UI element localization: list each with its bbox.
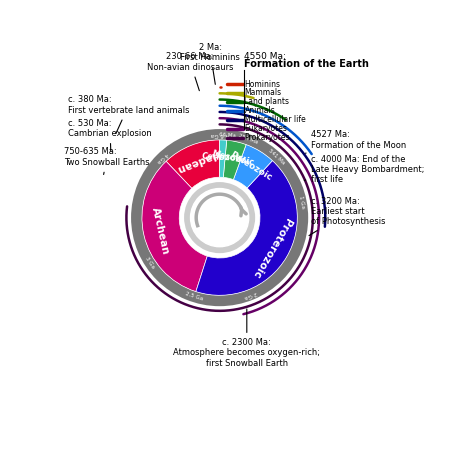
Text: c. 3200 Ma:
Earliest start
of Photosynthesis: c. 3200 Ma: Earliest start of Photosynth… xyxy=(309,197,386,236)
Text: Mesozoic: Mesozoic xyxy=(211,149,255,168)
Text: Paleozoic: Paleozoic xyxy=(228,150,274,182)
Text: Proterozoic: Proterozoic xyxy=(251,217,293,280)
Text: 2 Ga: 2 Ga xyxy=(244,290,257,300)
Text: 4550 Ma:: 4550 Ma: xyxy=(245,52,286,61)
Text: 2 Ma:
First Hominins: 2 Ma: First Hominins xyxy=(181,43,240,84)
Circle shape xyxy=(184,182,255,253)
Text: 3 Ga: 3 Ga xyxy=(144,256,155,269)
Text: 4527 Ma:
Formation of the Moon: 4527 Ma: Formation of the Moon xyxy=(305,130,407,153)
Text: Mammals: Mammals xyxy=(245,89,282,98)
Wedge shape xyxy=(219,140,227,178)
Text: Formation of the Earth: Formation of the Earth xyxy=(245,59,369,69)
Wedge shape xyxy=(196,161,297,295)
Text: Archean: Archean xyxy=(150,207,171,256)
Text: 230-66 Ma:
Non-avian dinosaurs: 230-66 Ma: Non-avian dinosaurs xyxy=(147,52,233,91)
Text: Animals: Animals xyxy=(245,106,275,115)
Text: 4 Ga: 4 Ga xyxy=(156,151,169,163)
Text: 252 Ma: 252 Ma xyxy=(237,133,258,145)
Text: Hadean: Hadean xyxy=(174,148,220,174)
Text: c. 530 Ma:
Cambrian explosion: c. 530 Ma: Cambrian explosion xyxy=(68,118,152,151)
Wedge shape xyxy=(233,144,273,188)
Wedge shape xyxy=(142,161,207,291)
Text: Eukaryotes: Eukaryotes xyxy=(245,124,287,133)
Text: Hominins: Hominins xyxy=(245,79,281,89)
Text: Prokaryotes: Prokaryotes xyxy=(245,133,290,142)
Text: 2.5 Ga: 2.5 Ga xyxy=(185,291,204,302)
Text: 541 Ma: 541 Ma xyxy=(267,148,285,165)
Text: 1 Ga: 1 Ga xyxy=(298,195,305,209)
Circle shape xyxy=(191,188,249,247)
Text: c. 380 Ma:
First vertebrate land animals: c. 380 Ma: First vertebrate land animals xyxy=(68,95,190,133)
Text: 4.6 Ga: 4.6 Ga xyxy=(210,132,229,137)
Text: c. 4000 Ma: End of the
Late Heavy Bombardment;
first life: c. 4000 Ma: End of the Late Heavy Bombar… xyxy=(304,154,425,184)
Text: Cenozoic: Cenozoic xyxy=(201,152,244,163)
Text: Land plants: Land plants xyxy=(245,97,290,106)
Text: 750-635 Ma:
Two Snowball Earths: 750-635 Ma: Two Snowball Earths xyxy=(64,148,150,174)
Wedge shape xyxy=(184,182,255,253)
Text: c. 2300 Ma:
Atmosphere becomes oxygen-rich;
first Snowball Earth: c. 2300 Ma: Atmosphere becomes oxygen-ri… xyxy=(173,309,320,368)
Wedge shape xyxy=(131,129,308,306)
Wedge shape xyxy=(166,140,219,188)
Text: 66 Ma: 66 Ma xyxy=(219,132,236,138)
Wedge shape xyxy=(223,140,246,180)
Text: Multicellular life: Multicellular life xyxy=(245,115,306,124)
